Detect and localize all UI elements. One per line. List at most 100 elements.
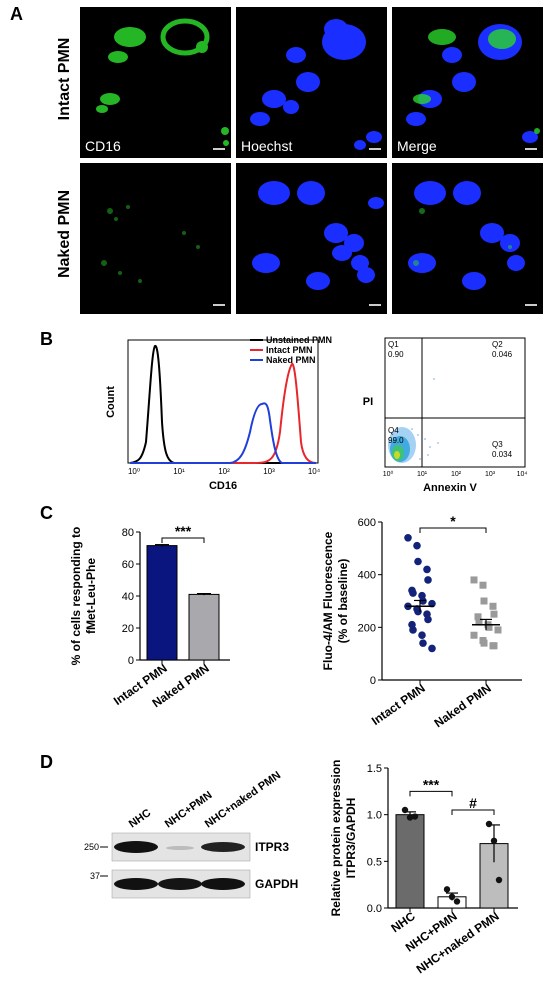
scale-bar	[213, 148, 225, 150]
data-point	[424, 576, 432, 584]
cd16-histogram: 10⁰ 10¹ 10² 10³ 10⁴ CD16 Count Unstained…	[105, 335, 332, 492]
bar	[395, 814, 425, 909]
data-point	[406, 814, 414, 821]
quadrant-value-q3: 0.034	[492, 450, 513, 459]
x-tick-label: 10⁰	[128, 467, 140, 476]
cd16-signal-intact	[96, 18, 229, 146]
x-tick-label: 10⁴	[308, 467, 321, 476]
y-tick-label: 200	[358, 622, 376, 634]
data-point	[489, 602, 497, 610]
mw-marker: 37	[90, 871, 100, 881]
x-tick-label: Intact PMN	[369, 681, 428, 728]
x-tick-label: Naked PMN	[432, 681, 494, 728]
panel-b-letter: B	[40, 329, 53, 349]
legend-label-naked: Naked PMN	[266, 355, 316, 365]
data-point	[411, 813, 419, 820]
hoechst-signal-naked	[252, 181, 384, 290]
scale-bar	[369, 148, 381, 150]
hoechst-signal-intact	[250, 19, 382, 150]
quadrant-label-q2: Q2	[492, 340, 503, 349]
data-point	[494, 626, 502, 634]
annexin-pi-flow-plot: Q1 0.90 Q2 0.046 Q3 0.034 Q4 99.0 10⁰ 10…	[363, 337, 528, 494]
y-tick-label: 80	[122, 527, 134, 539]
y-axis-label-line1: Fluo-4/AM Fluorescence	[321, 531, 335, 670]
panel-c-letter: C	[40, 503, 53, 523]
y-tick-label: 40	[122, 591, 134, 603]
panel-d-letter: D	[40, 752, 53, 772]
data-point	[490, 642, 498, 650]
micrograph-naked-hoechst	[236, 163, 387, 314]
data-point	[404, 534, 412, 542]
legend-label-intact: Intact PMN	[266, 345, 313, 355]
scale-bar	[369, 304, 381, 306]
y-axis-label-line1: Relative protein expression	[330, 760, 343, 917]
channel-label: Hoechst	[241, 138, 293, 154]
significance-label: ***	[175, 523, 192, 539]
y-tick-label: 400	[358, 570, 376, 582]
band-nhc-itpr3	[114, 841, 158, 853]
quadrant-value-q1: 0.90	[388, 350, 404, 359]
series-unstained	[129, 344, 316, 464]
scale-bar	[525, 148, 537, 150]
data-point	[414, 557, 422, 566]
micrograph-intact-cd16: CD16	[80, 7, 231, 158]
x-tick-label: 10³	[263, 467, 275, 476]
channel-label: CD16	[85, 138, 121, 154]
flow-frame	[384, 337, 526, 468]
quadrant-label-q1: Q1	[388, 340, 399, 349]
data-point	[414, 607, 422, 616]
x-tick-label: 10²	[218, 467, 230, 476]
x-tick-label: 10²	[451, 471, 462, 478]
band-nhc-naked-itpr3	[201, 842, 245, 852]
significance-bracket	[161, 537, 205, 543]
lane-label: NHC	[127, 807, 153, 831]
data-point	[401, 806, 409, 814]
y-axis-label-line2: ITPR3/GAPDH	[344, 798, 358, 879]
data-point	[443, 886, 451, 893]
y-tick-label: 60	[122, 559, 134, 571]
quadrant-value-q2: 0.046	[492, 350, 513, 359]
data-point	[453, 898, 461, 905]
panel-a-letter: A	[10, 4, 23, 24]
y-axis-label-line1: % of cells responding to	[69, 527, 83, 666]
band-label-gapdh: GAPDH	[255, 877, 298, 891]
y-tick-label: 1.5	[367, 763, 382, 775]
data-point	[495, 876, 503, 884]
histogram-legend: Unstained PMN Intact PMN Naked PMN	[250, 335, 332, 365]
x-tick-label: 10⁴	[517, 471, 528, 478]
micrograph-intact-hoechst: Hoechst	[236, 7, 387, 158]
data-point	[409, 589, 417, 597]
chart-c-left-responding-cells: % of cells responding to fMet-Leu-Phe 0 2…	[69, 523, 230, 710]
significance-label: *	[450, 513, 456, 529]
data-point	[424, 615, 432, 624]
chart-d-itpr3-expression: Relative protein expression ITPR3/GAPDH …	[330, 760, 518, 976]
data-point	[409, 626, 417, 634]
bar	[146, 545, 178, 661]
data-point	[480, 597, 488, 605]
merge-signal-naked	[408, 181, 525, 290]
band-nhc-pmn-itpr3	[166, 846, 194, 850]
data-point	[485, 623, 493, 631]
band-nhc-gapdh	[114, 878, 158, 890]
y-tick-label: 0.5	[367, 856, 382, 868]
bar	[188, 593, 220, 661]
legend-label-unstained: Unstained PMN	[266, 335, 332, 345]
y-axis-label: Count	[105, 386, 117, 418]
mw-marker: 250	[84, 842, 99, 852]
merge-signal-intact	[406, 24, 540, 143]
data-point	[418, 631, 426, 640]
western-blot: NHC NHC+PMN NHC+naked PMN 250 37 ITPR3 G…	[84, 769, 298, 899]
significance-nhc-vs-pmn-label: ***	[423, 776, 440, 792]
x-axis-label: CD16	[209, 480, 237, 492]
band-label-itpr3: ITPR3	[255, 840, 289, 854]
series-naked	[130, 402, 316, 464]
micrograph-intact-merge: Merge	[392, 7, 543, 158]
flow-events	[388, 378, 439, 463]
data-point	[470, 576, 478, 584]
quadrant-label-q3: Q3	[492, 440, 503, 449]
x-tick-label: 10¹	[173, 467, 185, 476]
quadrant-label-q4: Q4	[388, 426, 399, 435]
plot-area: 0 200 400 600 Intact PMN Naked PMN *	[358, 513, 522, 728]
